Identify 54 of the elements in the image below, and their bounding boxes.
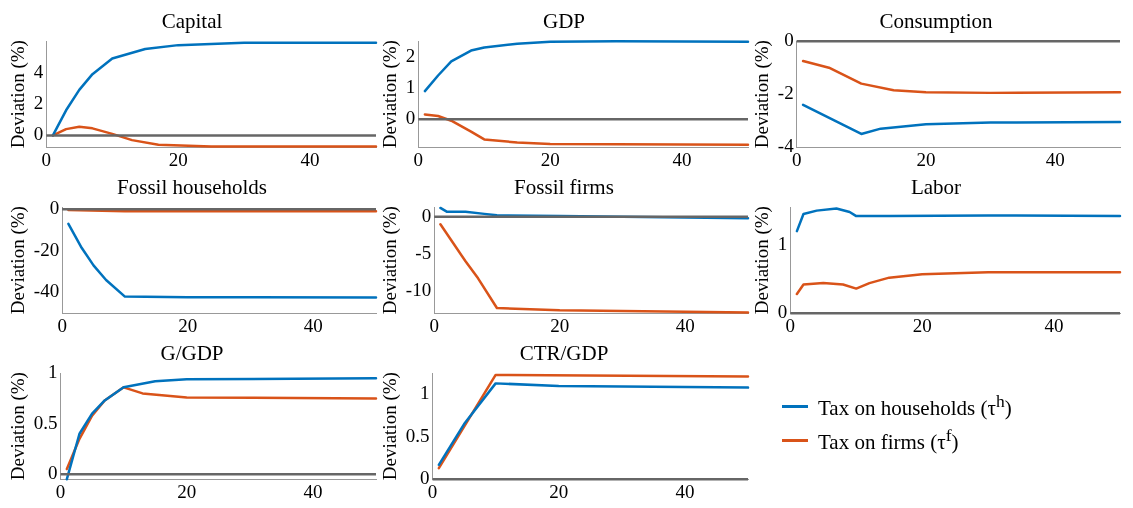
x-tick-label: 20 xyxy=(550,314,570,336)
y-axis-title: Deviation (%) xyxy=(7,40,30,149)
chart-title: Fossil households xyxy=(117,175,267,200)
y-tick-label: 1 xyxy=(405,75,416,97)
x-tick-label: 20 xyxy=(912,314,932,336)
chart-title: Labor xyxy=(910,175,962,200)
x-tick-label: 40 xyxy=(300,148,320,170)
y-tick-label: 1 xyxy=(48,361,58,383)
x-tick-label: 20 xyxy=(178,314,198,336)
y-axis-title: Deviation (%) xyxy=(7,372,30,481)
y-axis-title: Deviation (%) xyxy=(379,206,402,315)
y-tick-label: 0.5 xyxy=(33,411,58,433)
y-axis-title: Deviation (%) xyxy=(751,206,774,315)
y-tick-label: 1 xyxy=(420,382,430,404)
y-axis-title: Deviation (%) xyxy=(751,40,774,149)
y-axis-title: Deviation (%) xyxy=(7,206,30,315)
y-tick-label: -40 xyxy=(33,280,60,302)
y-tick-label: 0 xyxy=(33,123,44,145)
y-tick-label: 0 xyxy=(405,107,416,129)
x-tick-label: 40 xyxy=(675,480,695,502)
y-tick-label: 0 xyxy=(49,197,60,219)
y-tick-label: 1 xyxy=(777,232,788,254)
y-tick-label: -2 xyxy=(777,82,794,104)
x-tick-label: 20 xyxy=(177,480,197,502)
legend-label: Tax on households (τ$^{h}$) xyxy=(818,391,1012,421)
y-tick-label: 2 xyxy=(405,44,416,66)
x-tick-label: 20 xyxy=(549,480,569,502)
y-tick-label: 4 xyxy=(33,60,44,82)
chart-title: G/GDP xyxy=(160,341,224,366)
y-tick-label: -20 xyxy=(33,238,60,260)
x-tick-label: 40 xyxy=(303,314,323,336)
x-tick-label: 20 xyxy=(540,148,560,170)
chart-title: CTR/GDP xyxy=(519,341,609,366)
y-tick-label: -5 xyxy=(415,241,432,263)
x-tick-label: 40 xyxy=(1044,314,1064,336)
y-tick-label: 2 xyxy=(33,92,44,113)
y-tick-label: 0 xyxy=(784,29,794,51)
x-tick-label: 20 xyxy=(168,148,188,170)
legend-label: Tax on firms (τ$^{f}$) xyxy=(818,425,959,455)
y-tick-label: 0 xyxy=(421,204,432,226)
y-axis-title: Deviation (%) xyxy=(379,372,402,481)
chart-title: GDP xyxy=(542,9,586,34)
chart-title: Fossil firms xyxy=(514,175,614,200)
x-tick-label: 40 xyxy=(675,314,695,336)
y-tick-label: 0.5 xyxy=(405,424,430,446)
y-tick-label: 0 xyxy=(48,462,58,484)
x-tick-label: 40 xyxy=(303,480,323,502)
y-axis-title: Deviation (%) xyxy=(379,40,402,149)
x-tick-label: 20 xyxy=(916,148,936,170)
chart-title: Consumption xyxy=(879,9,994,34)
chart-title: Capital xyxy=(161,9,223,34)
x-tick-label: 40 xyxy=(672,148,692,170)
x-tick-label: 40 xyxy=(1045,148,1065,170)
y-tick-label: -10 xyxy=(405,278,432,300)
